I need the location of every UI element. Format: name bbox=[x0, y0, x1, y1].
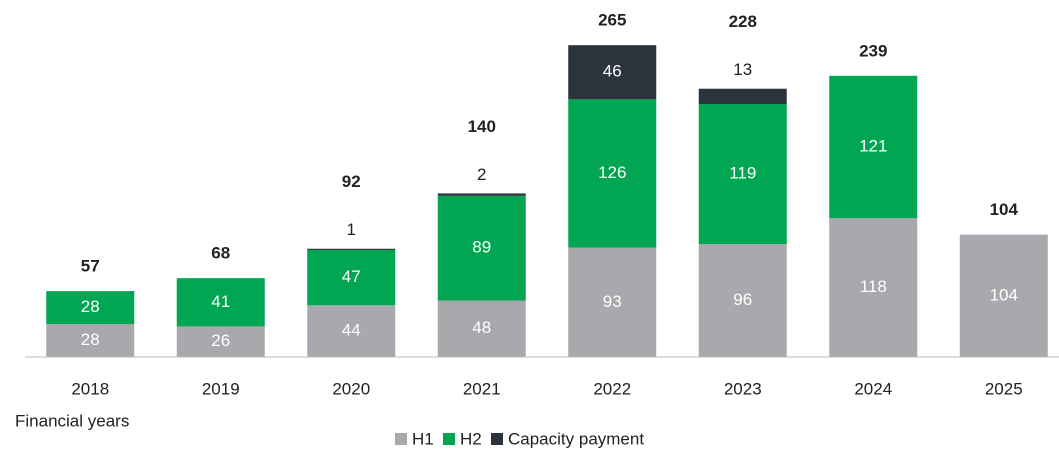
total-label: 104 bbox=[990, 200, 1019, 219]
data-label: 104 bbox=[990, 285, 1018, 304]
data-label: 126 bbox=[598, 163, 626, 182]
bar-segment bbox=[568, 247, 657, 357]
data-label: 2 bbox=[477, 165, 486, 184]
bar-segment bbox=[959, 234, 1048, 357]
legend-swatch bbox=[491, 433, 503, 445]
total-label: 265 bbox=[598, 11, 626, 30]
data-label: 26 bbox=[211, 331, 230, 350]
data-label: 119 bbox=[729, 164, 756, 183]
bar-segment bbox=[829, 75, 918, 219]
bar-segment bbox=[568, 99, 657, 248]
legend-label: H2 bbox=[460, 429, 482, 448]
legend-label: H1 bbox=[412, 429, 434, 448]
bar-segment bbox=[46, 324, 135, 357]
x-tick-label: 2025 bbox=[985, 379, 1023, 398]
data-label: 41 bbox=[211, 292, 230, 311]
data-label: 28 bbox=[81, 330, 100, 349]
bar-segment bbox=[307, 248, 396, 250]
bar-segment bbox=[829, 218, 918, 357]
data-label: 89 bbox=[472, 238, 491, 257]
bar-segment bbox=[437, 193, 526, 196]
data-label: 47 bbox=[342, 267, 361, 286]
data-label: 118 bbox=[860, 277, 887, 296]
bar-segment bbox=[698, 88, 787, 105]
data-label: 48 bbox=[472, 318, 491, 337]
bar-segment bbox=[176, 326, 265, 357]
bar-segment bbox=[698, 104, 787, 245]
bar-segment bbox=[46, 291, 135, 325]
x-tick-label: 2024 bbox=[854, 379, 892, 398]
x-tick-label: 2020 bbox=[332, 379, 370, 398]
data-label: 28 bbox=[81, 297, 100, 316]
total-label: 140 bbox=[468, 117, 496, 136]
bar-segment bbox=[568, 45, 657, 100]
data-label: 121 bbox=[859, 136, 887, 155]
total-label: 239 bbox=[859, 41, 887, 60]
legend-swatch bbox=[443, 433, 455, 445]
x-tick-label: 2019 bbox=[202, 379, 240, 398]
bar-segment bbox=[698, 244, 787, 357]
x-tick-label: 2022 bbox=[593, 379, 631, 398]
x-axis-title: Financial years bbox=[15, 411, 129, 430]
total-label: 57 bbox=[81, 257, 100, 276]
x-tick-label: 2023 bbox=[724, 379, 762, 398]
data-label: 1 bbox=[347, 220, 356, 239]
data-label: 44 bbox=[342, 321, 361, 340]
bar-segment bbox=[307, 305, 396, 357]
legend-swatch bbox=[395, 433, 407, 445]
bar-segment bbox=[437, 300, 526, 357]
data-label: 96 bbox=[733, 290, 752, 309]
total-label: 228 bbox=[729, 12, 757, 31]
data-label: 13 bbox=[733, 60, 752, 79]
data-label: 93 bbox=[603, 292, 622, 311]
total-label: 92 bbox=[342, 172, 361, 191]
bar-segment bbox=[307, 249, 396, 306]
legend-label: Capacity payment bbox=[508, 429, 644, 448]
bar-segment bbox=[176, 278, 265, 327]
x-tick-label: 2018 bbox=[71, 379, 109, 398]
x-tick-label: 2021 bbox=[463, 379, 501, 398]
total-label: 68 bbox=[211, 244, 230, 263]
data-label: 46 bbox=[603, 62, 622, 81]
bar-segment bbox=[437, 195, 526, 301]
